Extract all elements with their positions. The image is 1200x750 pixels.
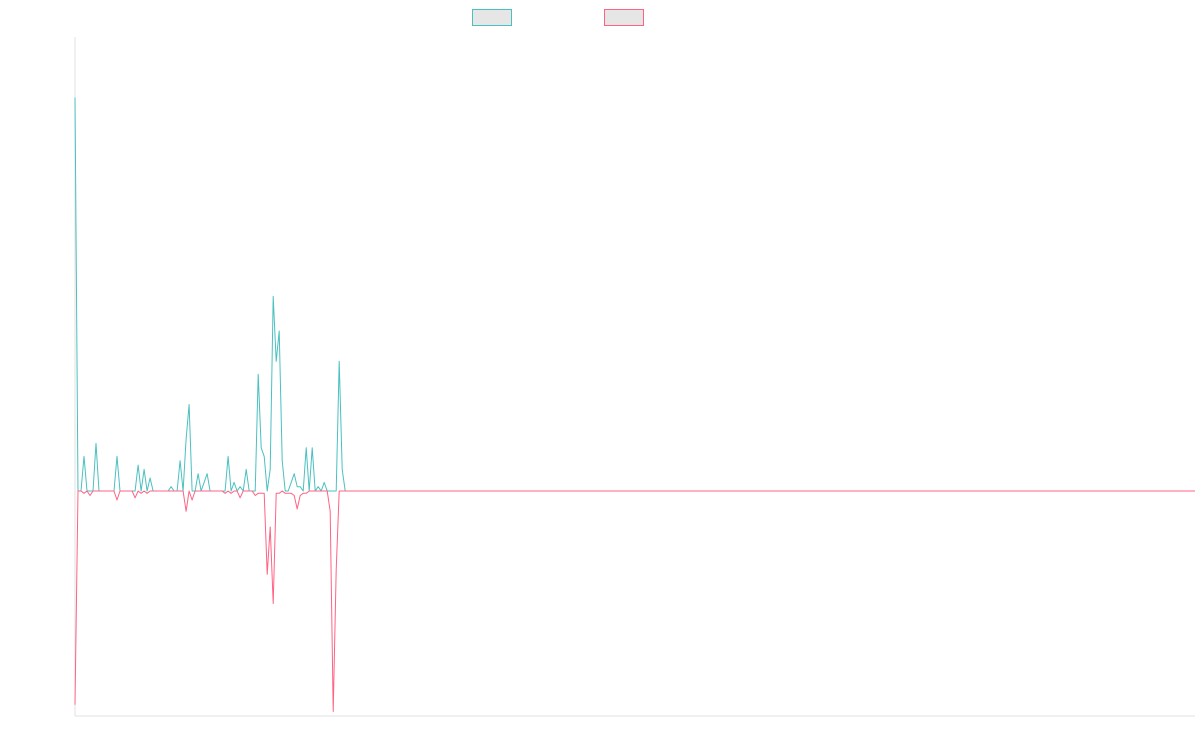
legend-swatch-series-1[interactable] — [472, 9, 512, 26]
series-2-line — [74, 490, 1195, 712]
legend-swatch-series-2[interactable] — [604, 9, 644, 26]
series-1-line — [74, 97, 1195, 492]
